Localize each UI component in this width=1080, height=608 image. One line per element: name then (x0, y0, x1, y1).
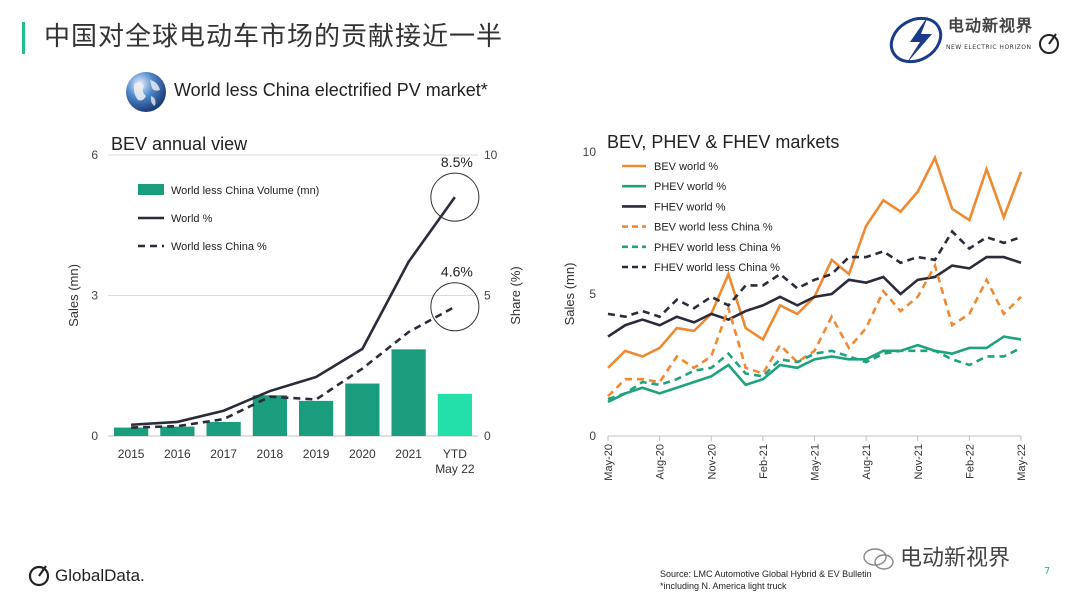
x-tick-label: Nov-21 (913, 444, 925, 479)
series-line (607, 346, 1022, 401)
x-tick-label: 2018 (257, 447, 284, 461)
series-line (607, 255, 1022, 338)
globe-icon (126, 72, 166, 112)
footnote-line: *including N. America light truck (660, 581, 787, 591)
bar (114, 427, 149, 436)
page-title: 中国对全球电动车市场的贡献接近一半 (44, 22, 504, 52)
y2-tick-label: 5 (484, 289, 491, 303)
globaldata-brand: GlobalData. (55, 566, 145, 585)
x-tick-label: May-21 (810, 444, 822, 481)
x-tick-label: 2017 (210, 447, 237, 461)
markets-line-chart: 0 5 10 Sales (mn) May-20 Aug-20 Nov-20 Feb-21 Ma… (562, 145, 1028, 481)
chart2-title: BEV, PHEV & FHEV markets (607, 132, 840, 152)
legend-label: PHEV world less China % (654, 242, 781, 254)
chart1-title: BEV annual view (111, 134, 248, 154)
wechat-watermark-icon (863, 548, 894, 570)
series-line (607, 262, 1022, 398)
bar (160, 426, 195, 436)
lightning-logo-icon (889, 16, 943, 64)
title-accent-bar (22, 22, 25, 54)
x-tick-label: Feb-22 (964, 444, 976, 479)
legend-label: FHEV world less China % (654, 262, 780, 274)
bar (206, 421, 241, 436)
y-tick-label: 0 (589, 429, 596, 443)
watermark-text: 电动新视界 (900, 546, 1011, 571)
logo-circle-mark-icon (1039, 33, 1059, 54)
x-tick-label: Feb-21 (758, 444, 770, 479)
y-axis-label: Sales (mn) (562, 263, 577, 326)
y-axis-label: Sales (mn) (66, 264, 81, 327)
y2-tick-label: 10 (484, 148, 498, 162)
series-line (607, 335, 1022, 404)
source-line: Source: LMC Automotive Global Hybrid & E… (660, 569, 872, 579)
y-tick-label: 0 (91, 429, 98, 443)
share-annotation: 8.5% (441, 154, 473, 170)
x-tick-label: Aug-20 (655, 444, 667, 479)
x-tick-label: 2015 (118, 447, 145, 461)
world-less-china-share-line (131, 305, 456, 429)
x-tick-label: Aug-21 (861, 444, 873, 479)
logo-chinese-text: 电动新视界 (948, 16, 1034, 35)
legend-label: World less China % (171, 241, 267, 253)
y-tick-label: 3 (91, 289, 98, 303)
x-tick-label: 2020 (349, 447, 376, 461)
x-tick-label: May-20 (603, 444, 615, 481)
globaldata-logo-icon (28, 565, 50, 587)
bar (437, 393, 472, 436)
x-tick-label: May 22 (435, 462, 475, 476)
series-line (607, 229, 1022, 319)
legend-label: PHEV world % (654, 181, 726, 193)
world-share-line (131, 196, 456, 427)
y-tick-label: 5 (589, 287, 596, 301)
y-tick-label: 6 (91, 148, 98, 162)
page-subtitle: World less China electrified PV market* (174, 80, 488, 100)
bar (391, 349, 426, 436)
x-tick-label: YTD (443, 447, 467, 461)
bar (252, 395, 287, 436)
legend-label: BEV world % (654, 161, 718, 173)
bev-annual-chart: 0 3 6 0 5 10 Sales (mn) Share (%) 2015 2016 2017 20… (66, 148, 523, 476)
x-tick-label: 2019 (303, 447, 330, 461)
legend-label: FHEV world % (654, 201, 726, 213)
x-tick-label: 2021 (395, 447, 422, 461)
highlight-circle (430, 172, 480, 222)
bar (345, 383, 380, 436)
bar (299, 400, 334, 436)
highlight-circle (430, 282, 480, 332)
y-tick-label: 10 (583, 145, 597, 159)
y2-axis-label: Share (%) (508, 266, 523, 325)
x-tick-label: May-22 (1016, 444, 1028, 481)
page-number: 7 (1044, 566, 1051, 577)
logo-english-text: NEW ELECTRIC HORIZON (946, 44, 1032, 51)
legend-swatch-volume (138, 184, 164, 195)
x-tick-label: Nov-20 (706, 444, 718, 479)
legend-label: World % (171, 213, 213, 225)
legend-label: World less China Volume (mn) (171, 185, 319, 197)
share-annotation: 4.6% (441, 264, 473, 280)
legend-label: BEV world less China % (654, 222, 773, 234)
brand-logo: 电动新视界 NEW ELECTRIC HORIZON (888, 8, 1068, 68)
x-tick-label: 2016 (164, 447, 191, 461)
source-note: Source: LMC Automotive Global Hybrid & E… (660, 568, 872, 592)
y2-tick-label: 0 (484, 429, 491, 443)
